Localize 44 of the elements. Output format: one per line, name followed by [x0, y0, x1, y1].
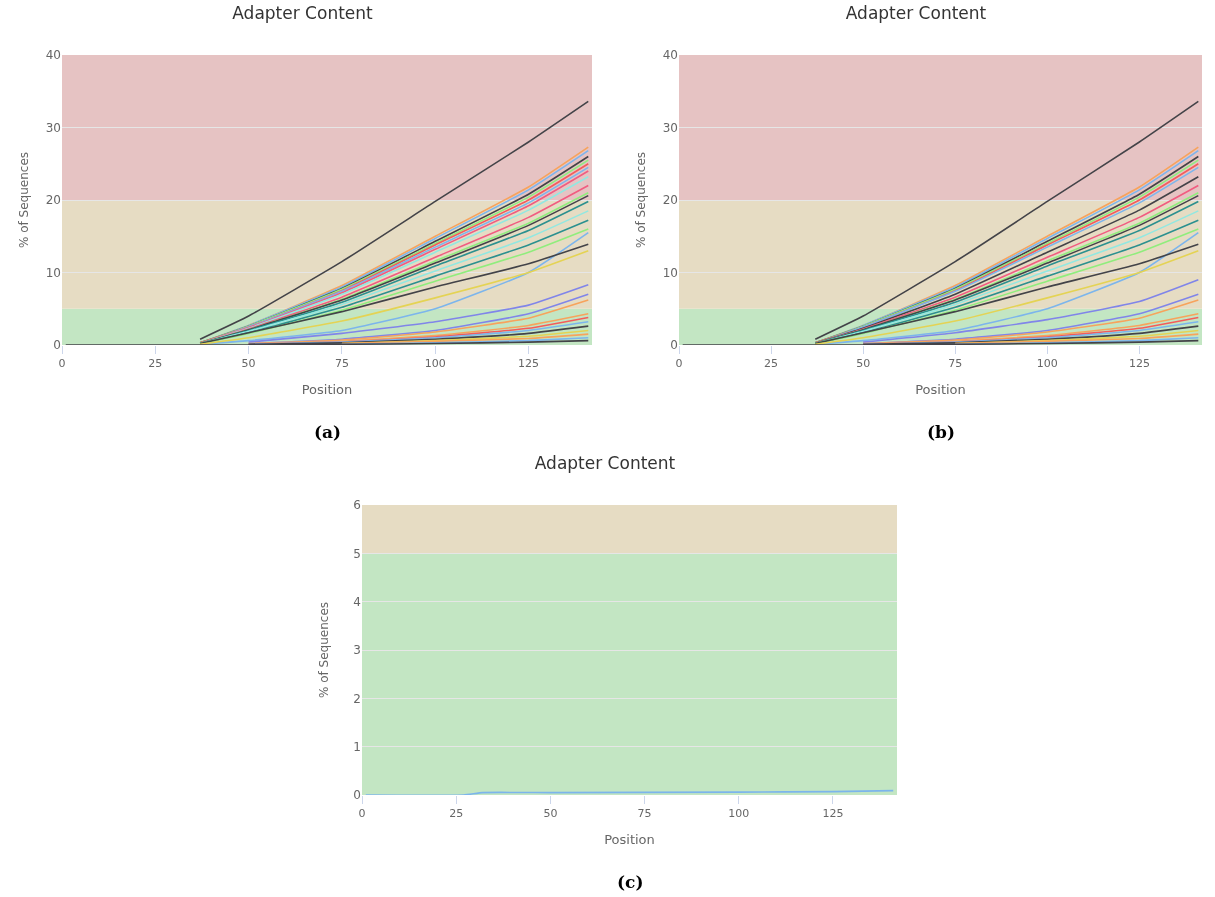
x-axis-title: Position: [301, 382, 353, 397]
y-tick-label: 5: [353, 546, 361, 561]
y-tick-label: 20: [662, 193, 678, 208]
x-tick-label: 100: [1036, 357, 1058, 371]
y-tick-label: 0: [53, 338, 61, 353]
x-tick-label: 75: [948, 357, 963, 371]
y-tick-label: 4: [353, 594, 361, 609]
x-tick-label: 50: [856, 357, 871, 371]
chart-title: Adapter Content: [232, 2, 374, 23]
x-tick-label: 75: [637, 807, 652, 821]
x-tick-label: 50: [241, 357, 256, 371]
y-axis-title: % of Sequences: [17, 151, 31, 249]
x-tick-label: 100: [728, 807, 750, 821]
x-tick-label: 25: [148, 357, 163, 371]
x-tick-label: 75: [334, 357, 349, 371]
text: (b): [927, 422, 955, 442]
y-tick-label: 6: [353, 498, 361, 513]
y-tick-label: 2: [353, 691, 361, 706]
y-axis-title: % of Sequences: [634, 151, 648, 249]
y-tick-label: 1: [353, 739, 361, 754]
y-tick-label: 40: [45, 48, 61, 63]
x-tick-label: 25: [449, 807, 464, 821]
y-tick-label: 40: [662, 48, 678, 63]
y-tick-label: 0: [670, 338, 678, 353]
x-tick-label: 125: [1128, 357, 1150, 371]
y-tick-label: 3: [353, 643, 361, 658]
x-tick-label: 100: [424, 357, 446, 371]
chart-title: Adapter Content: [845, 2, 987, 23]
y-tick-label: 20: [45, 193, 61, 208]
y-tick-label: 0: [353, 788, 361, 803]
x-tick-label: 125: [822, 807, 844, 821]
y-tick-label: 10: [662, 265, 678, 280]
text: (a): [314, 422, 342, 442]
y-axis-title: % of Sequences: [317, 601, 331, 699]
y-tick-label: 30: [662, 120, 678, 135]
text: (c): [617, 872, 644, 892]
x-tick-label: 50: [543, 807, 558, 821]
x-axis-title: Position: [604, 832, 655, 847]
x-tick-label: 125: [518, 357, 540, 371]
x-axis-title: Position: [915, 382, 966, 397]
chart-title: Adapter Content: [534, 452, 676, 473]
y-tick-label: 10: [45, 265, 61, 280]
y-tick-label: 30: [45, 120, 61, 135]
x-tick-label: 25: [764, 357, 779, 371]
